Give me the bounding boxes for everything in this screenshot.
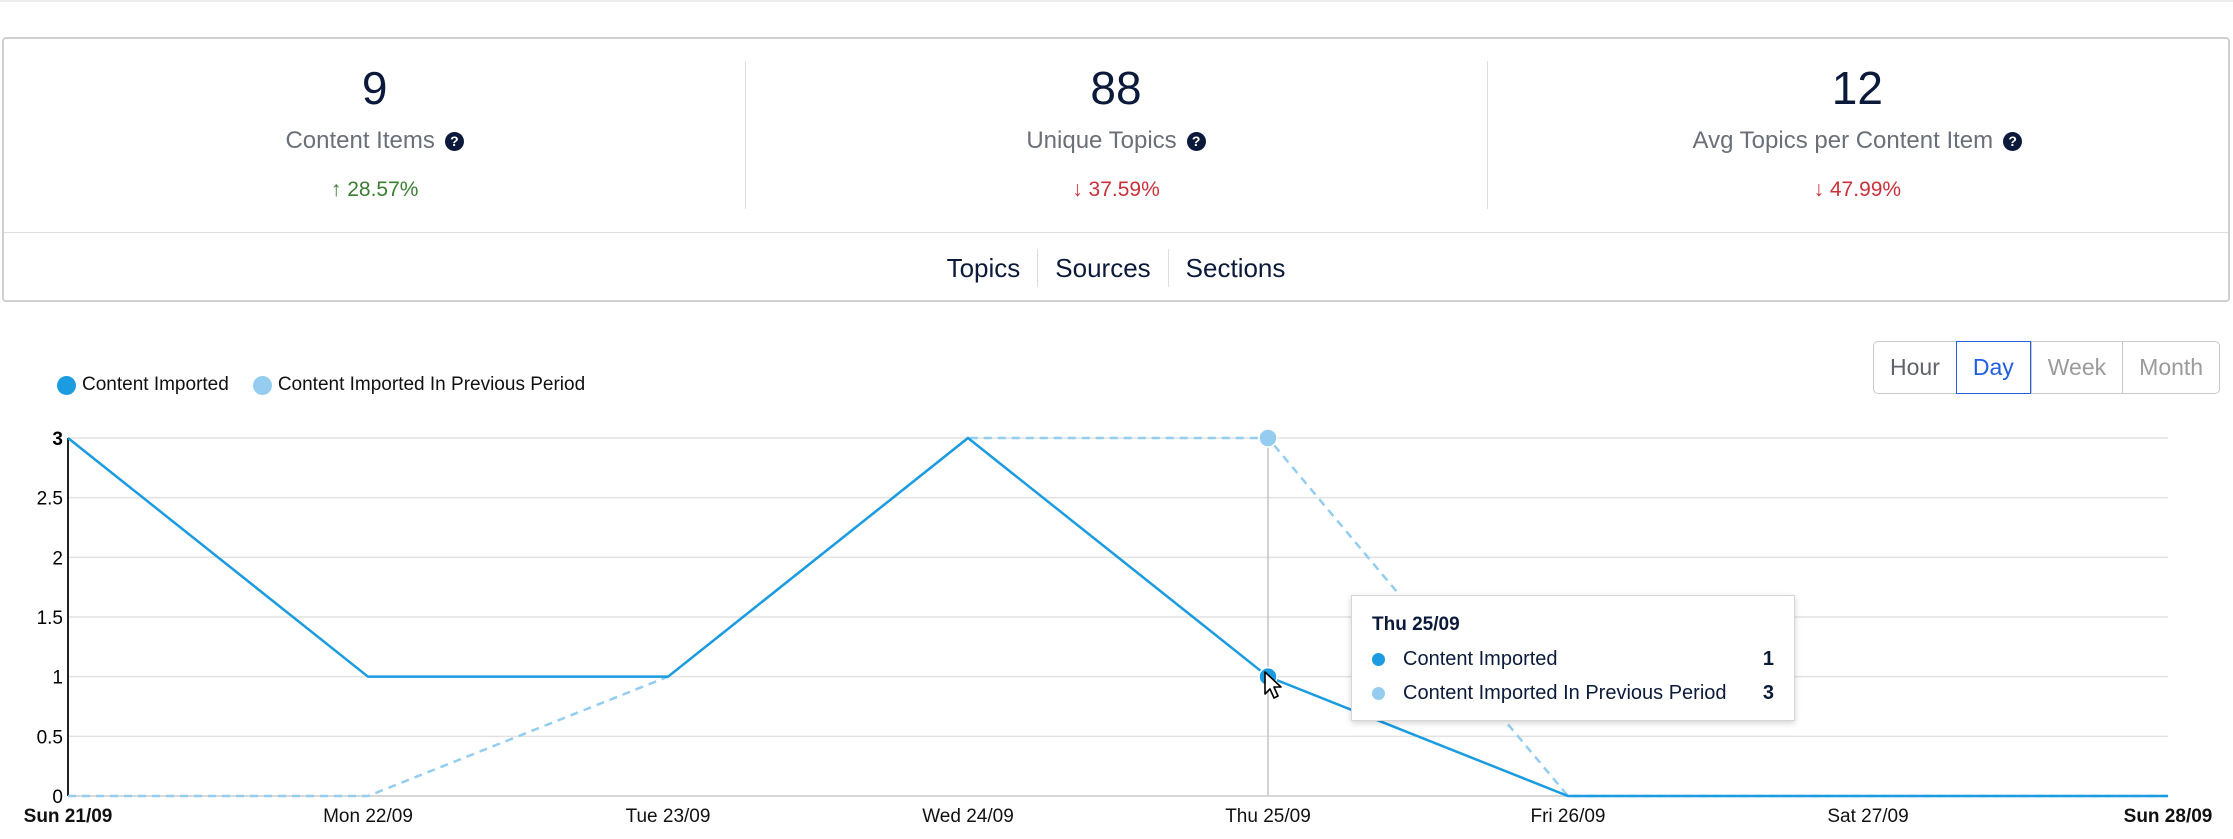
chart-tooltip: Thu 25/09 Content Imported 1 Content Imp…: [1351, 595, 1795, 721]
x-tick-label: Tue 23/09: [626, 806, 711, 827]
range-button-month[interactable]: Month: [2122, 342, 2219, 393]
arrow-down-icon: ↓: [1813, 178, 1825, 201]
stat-change-value: 28.57%: [347, 178, 419, 201]
tooltip-title: Thu 25/09: [1372, 614, 1460, 635]
x-tick-label: Sat 27/09: [1827, 806, 1908, 827]
range-button-week[interactable]: Week: [2030, 342, 2122, 393]
tooltip-label: Content Imported: [1403, 647, 1558, 670]
arrow-down-icon: ↓: [1072, 178, 1083, 201]
stat-value: 88: [1090, 62, 1142, 114]
question-circle-icon[interactable]: ?: [1186, 132, 1206, 151]
stat-label: Avg Topics per Content Item: [1692, 127, 1994, 154]
tooltip-row-previous: Content Imported In Previous Period 3: [1372, 680, 1774, 706]
question-circle-icon[interactable]: ?: [444, 132, 464, 151]
stat-change: ↓ 37.59%: [745, 179, 1486, 200]
legend-item-current[interactable]: Content Imported: [57, 374, 229, 396]
x-tick-label: Sun 28/09: [2124, 806, 2213, 827]
y-tick-label: 3: [52, 429, 63, 450]
x-tick-label: Mon 22/09: [323, 806, 413, 827]
stat-value: 9: [361, 62, 388, 114]
tabs-row: Topics Sources Sections: [4, 232, 2228, 303]
range-button-hour[interactable]: Hour: [1890, 354, 1940, 380]
tab-divider: [1167, 249, 1169, 287]
stat-label-wrap: Unique Topics?: [745, 129, 1486, 153]
top-divider: [0, 0, 2233, 2]
stat-avg-topics: 12 Avg Topics per Content Item? ↓ 47.99%: [1486, 39, 2228, 232]
legend-label: Content Imported: [82, 374, 229, 395]
stat-label-wrap: Content Items?: [4, 129, 745, 153]
tooltip-label: Content Imported In Previous Period: [1403, 681, 1727, 704]
x-tick-label: Thu 25/09: [1225, 806, 1311, 827]
stats-card: 9 Content Items? ↑ 28.57% 88 Unique Topi…: [2, 37, 2230, 302]
stat-label-wrap: Avg Topics per Content Item?: [1487, 129, 2228, 153]
tab-divider: [1037, 249, 1039, 287]
tab-sections[interactable]: Sections: [1185, 253, 1286, 283]
y-tick-label: 0.5: [37, 727, 63, 748]
chart-legend: Content Imported Content Imported In Pre…: [57, 374, 609, 396]
time-range-toggle: Hour Day Week Month: [1873, 341, 2221, 394]
tooltip-dot-previous: [1372, 686, 1385, 700]
tooltip-value: 3: [1762, 681, 1774, 704]
y-tick-label: 1: [52, 668, 63, 689]
range-button-day[interactable]: Day: [1955, 341, 2031, 394]
legend-dot-previous: [252, 375, 272, 395]
tab-sources[interactable]: Sources: [1055, 253, 1151, 283]
x-tick-label: Sun 21/09: [24, 806, 113, 827]
stat-label: Unique Topics: [1026, 127, 1177, 154]
y-tick-label: 2: [52, 548, 63, 569]
stat-change-value: 47.99%: [1829, 178, 1902, 201]
stat-change: ↑ 28.57%: [4, 179, 745, 200]
y-tick-label: 1.5: [37, 608, 63, 629]
tooltip-row-current: Content Imported 1: [1372, 646, 1774, 672]
series-line-current: [67, 436, 2168, 798]
stat-content-items: 9 Content Items? ↑ 28.57%: [4, 39, 745, 232]
tooltip-value: 1: [1762, 647, 1774, 670]
x-tick-label: Wed 24/09: [922, 806, 1014, 827]
y-tick-label: 0: [52, 787, 63, 808]
mouse-pointer-icon: [1264, 671, 1282, 699]
legend-dot-current: [57, 375, 76, 395]
stat-label: Content Items: [285, 127, 435, 154]
tooltip-dot-current: [1372, 652, 1385, 666]
y-tick-label: 2.5: [37, 489, 63, 510]
stat-change-value: 37.59%: [1088, 178, 1160, 201]
stat-change: ↓ 47.99%: [1487, 179, 2228, 200]
arrow-up-icon: ↑: [330, 178, 342, 201]
tab-topics[interactable]: Topics: [946, 253, 1021, 283]
legend-item-previous[interactable]: Content Imported In Previous Period: [252, 374, 586, 396]
stats-row: 9 Content Items? ↑ 28.57% 88 Unique Topi…: [4, 39, 2228, 232]
question-circle-icon[interactable]: ?: [2003, 132, 2023, 151]
stat-unique-topics: 88 Unique Topics? ↓ 37.59%: [745, 39, 1486, 232]
data-point-previous: [1258, 428, 1278, 448]
stat-value: 12: [1831, 62, 1883, 114]
x-tick-label: Fri 26/09: [1531, 806, 1606, 827]
legend-label: Content Imported In Previous Period: [277, 374, 586, 395]
